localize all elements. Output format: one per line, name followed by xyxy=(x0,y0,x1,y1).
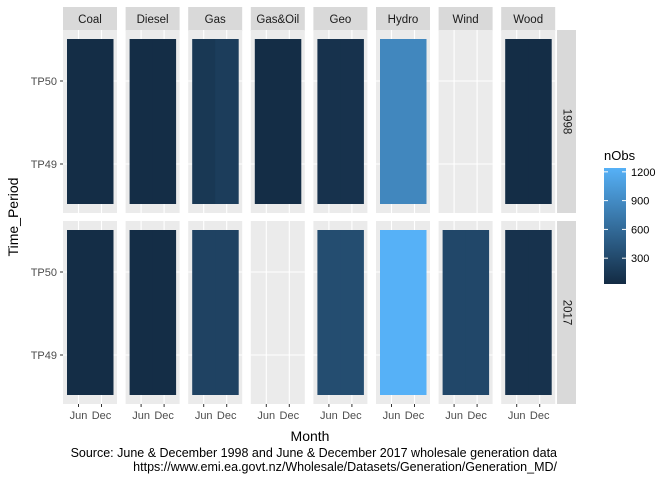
facet-label: Gas&Oil xyxy=(256,14,299,26)
heat-tile-1998-gas-jun xyxy=(192,39,216,204)
heat-tile-1998-gas-oil-jun xyxy=(254,39,279,204)
facet-label: Coal xyxy=(78,14,102,26)
row-strip-2017 xyxy=(557,221,576,404)
x-tick-label: Jun xyxy=(383,410,401,422)
facet-strip-gas-oil xyxy=(250,7,305,31)
facet-strip-gas xyxy=(188,7,243,31)
facet-label: Wood xyxy=(513,14,543,26)
x-tick-label: Jun xyxy=(195,410,213,422)
legend-break-label: 300 xyxy=(631,253,649,265)
heat-tile-2017-coal-dec xyxy=(90,230,114,395)
heat-tile-2017-gas-jun xyxy=(192,230,216,395)
x-tick-label: Dec xyxy=(467,410,487,422)
heat-tile-2017-diesel-dec xyxy=(152,230,177,395)
facet-strip-diesel xyxy=(125,7,180,31)
x-tick-label: Dec xyxy=(217,410,237,422)
heat-tile-2017-diesel-jun xyxy=(129,230,154,395)
legend-break-label: 600 xyxy=(631,224,649,236)
heat-tile-1998-diesel-dec xyxy=(152,39,177,204)
facet-label: Geo xyxy=(330,14,352,26)
heat-tile-1998-hydro-dec xyxy=(403,39,427,204)
legend-title: nObs xyxy=(604,148,636,163)
panel-bg xyxy=(438,30,493,213)
y-tick-label: TP49 xyxy=(31,350,57,362)
y-tick-label: TP49 xyxy=(31,159,57,171)
facet-strip-coal xyxy=(63,7,117,31)
heat-tile-1998-geo-jun xyxy=(317,39,341,204)
row-label: 2017 xyxy=(561,300,573,326)
heat-tile-2017-gas-dec xyxy=(215,230,239,395)
heat-tile-2017-geo-jun xyxy=(317,230,341,395)
legend-break-label: 1200 xyxy=(631,167,655,179)
heat-tile-1998-hydro-jun xyxy=(380,39,404,204)
facet-strip-wind xyxy=(438,7,493,31)
facet-label: Gas xyxy=(205,14,226,26)
heat-tile-2017-coal-jun xyxy=(67,230,91,395)
facet-strip-hydro xyxy=(376,7,430,31)
facet-label: Hydro xyxy=(388,14,419,26)
y-tick-label: TP50 xyxy=(31,76,57,88)
x-tick-label: Dec xyxy=(405,410,425,422)
x-tick-label: Jun xyxy=(257,410,275,422)
heat-tile-1998-gas-dec xyxy=(215,39,239,204)
x-axis-title: Month xyxy=(291,428,330,444)
x-tick-label: Dec xyxy=(92,410,112,422)
facet-label: Wind xyxy=(452,14,478,26)
heat-tile-2017-geo-dec xyxy=(340,230,364,395)
x-tick-label: Dec xyxy=(154,410,174,422)
y-tick-label: TP50 xyxy=(31,267,57,279)
heat-tile-2017-hydro-dec xyxy=(403,230,427,395)
caption-url: https://www.emi.ea.govt.nz/Wholesale/Dat… xyxy=(133,460,557,474)
x-tick-label: Jun xyxy=(445,410,463,422)
x-tick-label: Dec xyxy=(530,410,550,422)
x-tick-label: Jun xyxy=(132,410,150,422)
facet-strip-wood xyxy=(501,7,556,31)
x-tick-label: Jun xyxy=(508,410,526,422)
legend-break-label: 900 xyxy=(631,196,649,208)
x-tick-label: Jun xyxy=(320,410,338,422)
heat-tile-1998-coal-dec xyxy=(90,39,114,204)
heat-tile-2017-wind-dec xyxy=(465,230,490,395)
facet-label: Diesel xyxy=(137,14,169,26)
heat-tile-1998-geo-dec xyxy=(340,39,364,204)
panel-bg xyxy=(250,221,305,404)
row-strip-1998 xyxy=(557,30,576,213)
heat-tile-2017-wood-dec xyxy=(528,230,552,395)
heat-tile-1998-wood-jun xyxy=(505,39,529,204)
x-tick-label: Dec xyxy=(342,410,362,422)
heat-tile-1998-wood-dec xyxy=(528,39,552,204)
y-axis-title: Time_Period xyxy=(5,178,21,257)
heat-tile-1998-gas-oil-dec xyxy=(277,39,302,204)
heat-tile-1998-diesel-jun xyxy=(129,39,154,204)
row-label: 1998 xyxy=(561,109,573,135)
caption-source: Source: June & December 1998 and June & … xyxy=(71,446,557,460)
heat-tile-2017-wood-jun xyxy=(505,230,529,395)
x-tick-label: Dec xyxy=(280,410,300,422)
heat-tile-2017-wind-jun xyxy=(442,230,467,395)
x-tick-label: Jun xyxy=(70,410,88,422)
heat-tile-2017-hydro-jun xyxy=(380,230,404,395)
legend-colorbar xyxy=(604,168,626,284)
facet-strip-geo xyxy=(313,7,368,31)
heat-tile-1998-coal-jun xyxy=(67,39,91,204)
